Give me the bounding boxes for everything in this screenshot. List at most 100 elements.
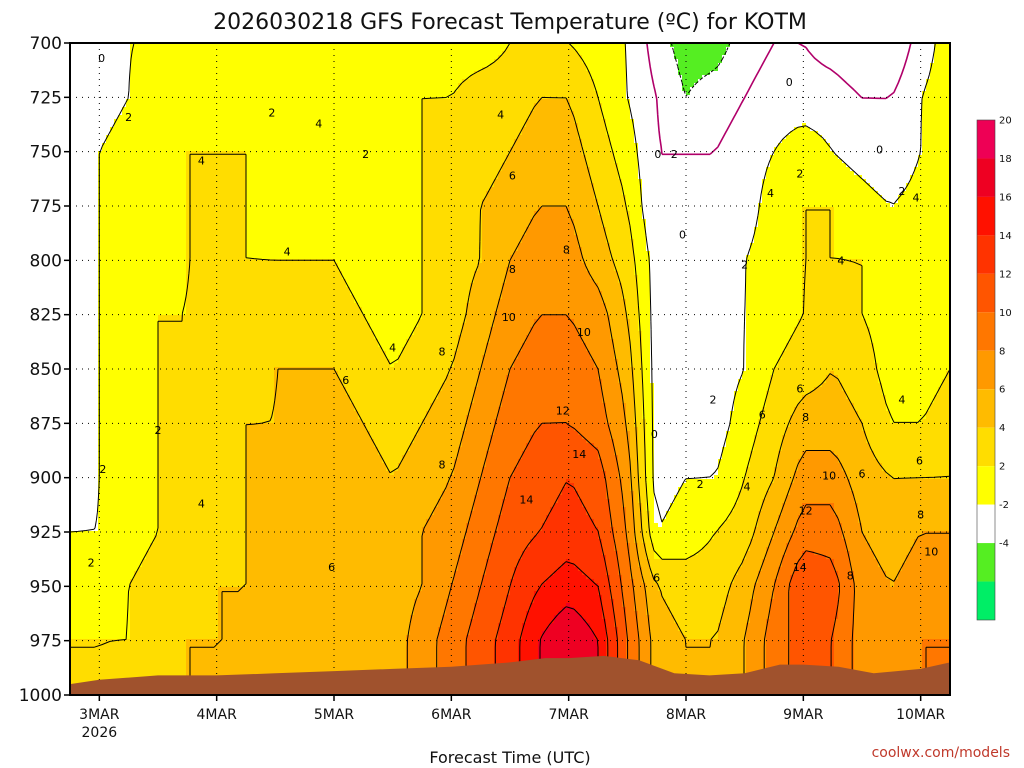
temperature-cell — [434, 87, 439, 92]
temperature-cell — [558, 83, 563, 88]
temperature-cell — [310, 115, 315, 120]
temperature-cell — [86, 115, 91, 120]
temperature-cell — [238, 75, 243, 80]
temperature-cell — [618, 131, 623, 136]
temperature-cell — [930, 107, 935, 112]
temperature-cell — [610, 103, 615, 108]
temperature-cell — [78, 55, 83, 60]
temperature-cell — [898, 115, 903, 120]
temperature-cell — [550, 71, 555, 76]
temperature-cell — [186, 59, 191, 64]
temperature-cell — [210, 79, 215, 84]
temperature-cell — [474, 67, 479, 72]
temperature-cell — [518, 115, 523, 120]
temperature-cell — [870, 107, 875, 112]
temperature-cell — [242, 107, 247, 112]
temperature-cell — [218, 79, 223, 84]
temperature-cell — [286, 87, 291, 92]
temperature-cell — [578, 67, 583, 72]
temperature-cell — [606, 71, 611, 76]
temperature-cell — [378, 131, 383, 136]
temperature-cell — [558, 111, 563, 116]
temperature-cell — [354, 119, 359, 124]
temperature-cell — [774, 79, 779, 84]
temperature-cell — [818, 111, 823, 116]
temperature-cell — [290, 67, 295, 72]
temperature-cell — [662, 79, 667, 84]
temperature-cell — [182, 71, 187, 76]
temperature-cell — [866, 75, 871, 80]
temperature-cell — [446, 107, 451, 112]
temperature-cell — [474, 95, 479, 100]
temperature-cell — [314, 67, 319, 72]
temperature-cell — [666, 83, 671, 88]
temperature-cell — [82, 107, 87, 112]
temperature-cell — [342, 55, 347, 60]
temperature-cell — [206, 99, 211, 104]
temperature-cell — [558, 71, 563, 76]
temperature-cell — [98, 71, 103, 76]
temperature-cell — [638, 107, 643, 112]
temperature-cell — [230, 91, 235, 96]
temperature-cell — [118, 63, 123, 68]
temperature-cell — [358, 55, 363, 60]
temperature-cell — [766, 71, 771, 76]
temperature-cell — [530, 83, 535, 88]
temperature-cell — [678, 63, 683, 68]
temperature-cell — [910, 75, 915, 80]
temperature-cell — [462, 127, 467, 132]
temperature-cell — [246, 115, 251, 120]
temperature-cell — [342, 63, 347, 68]
temperature-cell — [678, 127, 683, 132]
temperature-cell — [158, 75, 163, 80]
temperature-cell — [150, 83, 155, 88]
temperature-cell — [914, 123, 919, 128]
temperature-cell — [98, 103, 103, 108]
temperature-cell — [322, 51, 327, 56]
temperature-cell — [250, 127, 255, 132]
temperature-cell — [222, 83, 227, 88]
temperature-cell — [806, 91, 811, 96]
temperature-cell — [618, 55, 623, 60]
temperature-cell — [770, 99, 775, 104]
temperature-cell — [714, 47, 719, 52]
temperature-cell — [386, 91, 391, 96]
temperature-cell — [386, 59, 391, 64]
temperature-cell — [886, 71, 891, 76]
temperature-cell — [558, 103, 563, 108]
temperature-cell — [78, 115, 83, 120]
temperature-cell — [598, 131, 603, 136]
temperature-cell — [290, 55, 295, 60]
temperature-cell — [414, 51, 419, 56]
temperature-cell — [538, 91, 543, 96]
temperature-cell — [390, 119, 395, 124]
temperature-cell — [230, 67, 235, 72]
temperature-cell — [158, 63, 163, 68]
temperature-cell — [326, 59, 331, 64]
temperature-cell — [250, 47, 255, 52]
temperature-cell — [914, 59, 919, 64]
temperature-cell — [202, 115, 207, 120]
temperature-cell — [582, 55, 587, 60]
temperature-cell — [410, 107, 415, 112]
temperature-cell — [218, 83, 223, 88]
temperature-cell — [90, 67, 95, 72]
temperature-cell — [722, 63, 727, 68]
temperature-cell — [554, 83, 559, 88]
temperature-cell — [866, 127, 871, 132]
temperature-cell — [238, 99, 243, 104]
temperature-cell — [630, 79, 635, 84]
temperature-cell — [330, 111, 335, 116]
temperature-cell — [374, 79, 379, 84]
temperature-cell — [722, 67, 727, 72]
temperature-cell — [906, 95, 911, 100]
temperature-cell — [622, 99, 627, 104]
temperature-cell — [474, 127, 479, 132]
temperature-cell — [846, 55, 851, 60]
temperature-cell — [334, 115, 339, 120]
temperature-cell — [138, 103, 143, 108]
temperature-cell — [702, 59, 707, 64]
temperature-cell — [482, 87, 487, 92]
temperature-cell — [474, 123, 479, 128]
temperature-cell — [174, 123, 179, 128]
